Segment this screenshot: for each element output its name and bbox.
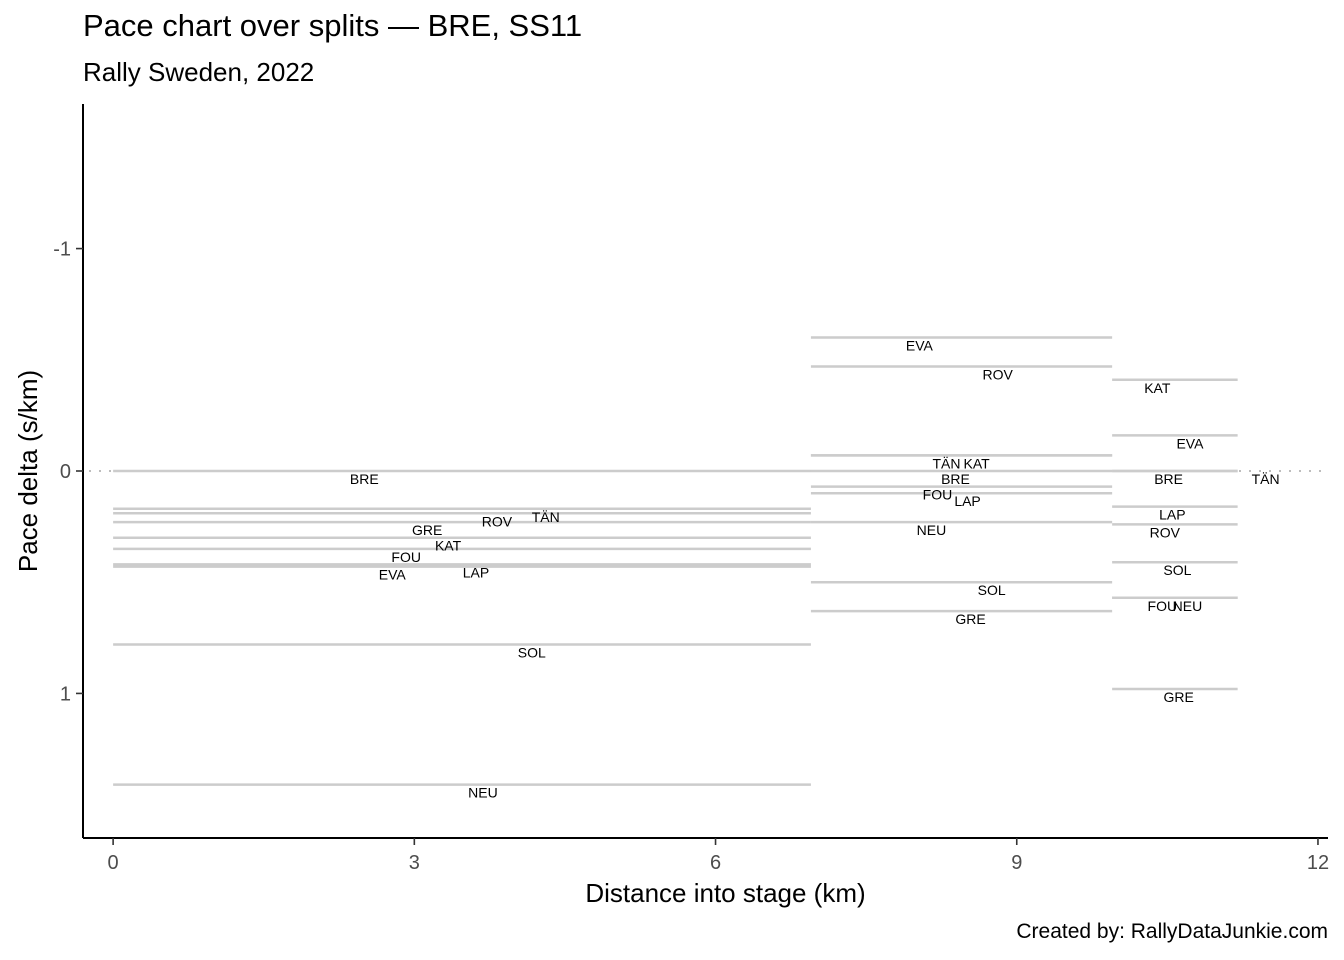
split-2-label-bre: BRE bbox=[941, 471, 970, 487]
labels-layer: BRETÄNROVGREKATFOULAPEVASOLNEUEVAROVKATT… bbox=[350, 338, 1280, 801]
split-1-label-gre: GRE bbox=[412, 522, 442, 538]
split-2-label-lap: LAP bbox=[954, 493, 980, 509]
split-1-label-kat: KAT bbox=[435, 538, 462, 554]
x-tick-label-3: 3 bbox=[409, 852, 420, 874]
split-2-label-rov: ROV bbox=[983, 366, 1014, 382]
split-2-label-eva: EVA bbox=[906, 338, 934, 354]
segments-layer bbox=[113, 336, 1238, 786]
y-tick-label-0: 0 bbox=[60, 461, 71, 483]
split-2-label-kat: KAT bbox=[963, 455, 990, 471]
y-tick-label-1: 1 bbox=[60, 683, 71, 705]
split-3-label-tän: TÄN bbox=[1252, 471, 1280, 487]
split-1-label-lap: LAP bbox=[463, 564, 489, 580]
chart-title: Pace chart over splits — BRE, SS11 bbox=[83, 8, 583, 43]
split-2-label-fou: FOU bbox=[923, 487, 953, 503]
y-axis-title: Pace delta (s/km) bbox=[13, 370, 43, 572]
x-tick-label-0: 0 bbox=[108, 852, 119, 874]
split-1-label-eva: EVA bbox=[379, 567, 407, 583]
split-2-label-sol: SOL bbox=[978, 582, 1006, 598]
split-2-label-tän: TÄN bbox=[932, 455, 960, 471]
split-2-label-neu: NEU bbox=[917, 522, 947, 538]
split-3-label-eva: EVA bbox=[1176, 435, 1204, 451]
x-tick-label-9: 9 bbox=[1011, 852, 1022, 874]
x-axis-title: Distance into stage (km) bbox=[585, 878, 865, 908]
split-1-label-bre: BRE bbox=[350, 471, 379, 487]
split-1-label-rov: ROV bbox=[482, 513, 513, 529]
chart-subtitle: Rally Sweden, 2022 bbox=[83, 57, 315, 87]
split-1-label-fou: FOU bbox=[391, 549, 421, 565]
y-tick-label--1: -1 bbox=[53, 239, 71, 261]
split-3-label-sol: SOL bbox=[1163, 562, 1191, 578]
split-1-label-neu: NEU bbox=[468, 785, 498, 801]
axes-layer: 0 3 6 9 12 -1 0 1 Distance into stage (km) Pace d… bbox=[13, 104, 1329, 908]
x-tick-label-6: 6 bbox=[710, 852, 721, 874]
split-3-label-fou: FOU bbox=[1148, 598, 1178, 614]
split-1-label-sol: SOL bbox=[518, 644, 546, 660]
split-3-label-neu: NEU bbox=[1173, 598, 1203, 614]
split-3-label-lap: LAP bbox=[1159, 507, 1185, 523]
split-2-label-gre: GRE bbox=[955, 611, 985, 627]
split-3-label-kat: KAT bbox=[1144, 380, 1171, 396]
split-3-label-gre: GRE bbox=[1163, 689, 1193, 705]
split-3-label-rov: ROV bbox=[1150, 524, 1181, 540]
x-tick-label-12: 12 bbox=[1307, 852, 1329, 874]
split-1-label-tän: TÄN bbox=[532, 509, 560, 525]
split-3-label-bre: BRE bbox=[1154, 471, 1183, 487]
chart-caption: Created by: RallyDataJunkie.com bbox=[1016, 920, 1328, 943]
